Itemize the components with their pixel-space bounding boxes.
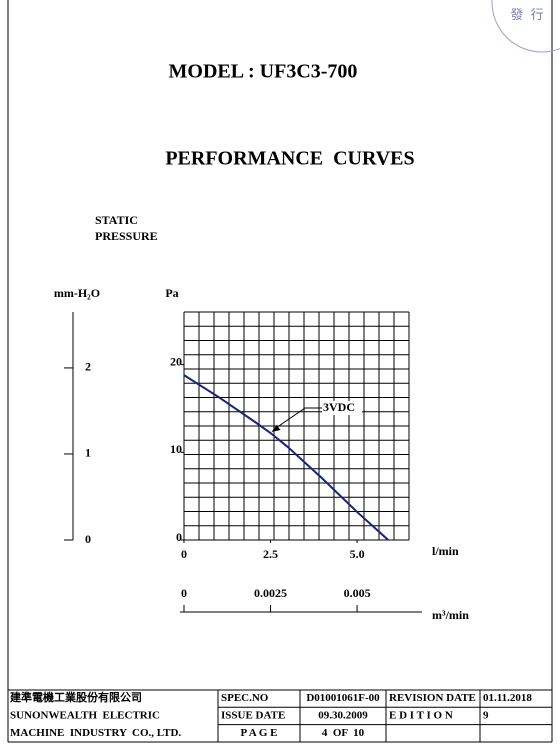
company: SUNONWEALTH ELECTRIC bbox=[10, 709, 160, 721]
curve bbox=[183, 374, 389, 541]
table-cell: 9 bbox=[483, 709, 489, 721]
y2-unit: mm-H₂O bbox=[54, 286, 100, 300]
stamp bbox=[491, 0, 560, 53]
x-unit: l/min bbox=[432, 544, 459, 558]
table-cell: D01001061F-00 bbox=[306, 692, 380, 704]
series-label: 3VDC bbox=[323, 400, 355, 414]
x-tick-label: 0 bbox=[181, 547, 187, 561]
annotation-arrow bbox=[274, 407, 322, 430]
x-tick-label: 2.5 bbox=[263, 547, 278, 561]
x2-unit: m³/min bbox=[432, 608, 469, 622]
table-cell: 01.11.2018 bbox=[483, 692, 532, 704]
x2-tick-label: 0.0025 bbox=[254, 586, 287, 600]
company: 建準電機工業股份有限公司 bbox=[10, 690, 142, 704]
x2-tick-label: 0 bbox=[181, 586, 187, 600]
y-tick-label: 20 bbox=[170, 354, 182, 368]
y2-tick-label: 0 bbox=[85, 532, 91, 546]
footer-table: 建準電機工業股份有限公司 SUNONWEALTH ELECTRIC MACHINE … bbox=[8, 689, 552, 742]
model: MODEL : UF3C3-700 bbox=[169, 61, 358, 83]
table-cell: ISSUE DATE bbox=[221, 709, 285, 721]
x-tick-label: 5.0 bbox=[350, 547, 365, 561]
table-cell: 09.30.2009 bbox=[318, 709, 368, 721]
y2-tick-label: 2 bbox=[85, 360, 91, 374]
table-cell: P A G E bbox=[241, 727, 278, 739]
company: MACHINE INDUSTRY CO., LTD. bbox=[10, 727, 181, 739]
title: PERFORMANCE CURVES bbox=[165, 148, 414, 170]
table-cell: SPEC.NO bbox=[221, 692, 269, 704]
y2-tick-label: 1 bbox=[85, 446, 91, 460]
arrow-head bbox=[271, 425, 281, 433]
table-cell: 4 OF 10 bbox=[322, 727, 365, 739]
y-label: PRESSURE bbox=[95, 229, 158, 243]
x2-tick-label: 0.005 bbox=[344, 586, 371, 600]
table-cell: E D I T I O N bbox=[389, 709, 453, 721]
y-tick-label: 0 bbox=[176, 530, 182, 544]
y-tick-label: 10 bbox=[170, 442, 182, 456]
label-bg bbox=[322, 401, 362, 415]
y-unit: Pa bbox=[165, 286, 178, 300]
y-label: STATIC bbox=[95, 213, 138, 227]
stamp-text: 發 行 bbox=[510, 7, 545, 22]
table-cell: REVISION DATE bbox=[389, 692, 476, 704]
